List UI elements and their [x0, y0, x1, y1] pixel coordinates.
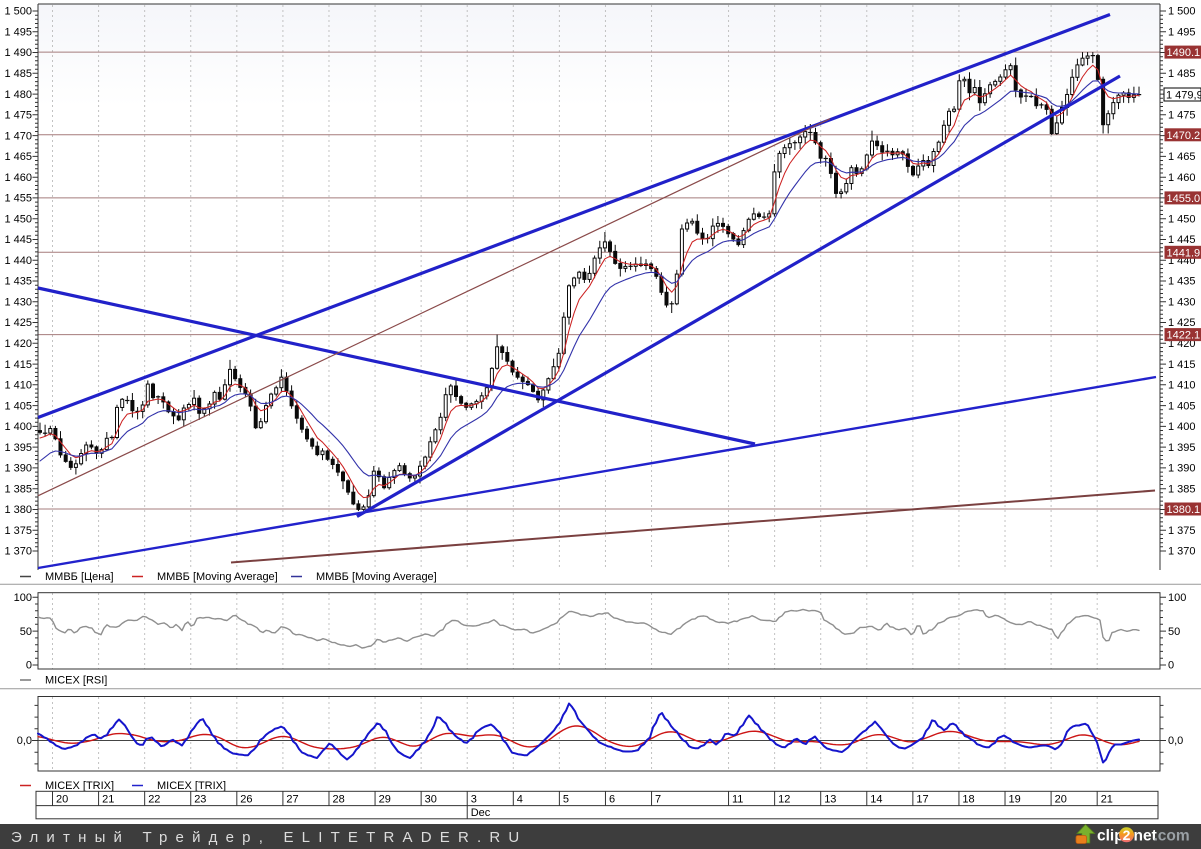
svg-text:22: 22	[148, 793, 160, 805]
svg-text:1 475: 1 475	[1168, 110, 1196, 122]
svg-text:1 420: 1 420	[4, 338, 32, 350]
svg-text:ММВБ [Moving Average]: ММВБ [Moving Average]	[316, 571, 437, 583]
svg-text:1 405: 1 405	[4, 400, 32, 412]
svg-text:1 370: 1 370	[1168, 546, 1196, 558]
svg-text:1470.2: 1470.2	[1167, 130, 1201, 142]
svg-text:ММВБ [Moving Average]: ММВБ [Moving Average]	[157, 571, 278, 583]
svg-text:29: 29	[379, 793, 391, 805]
svg-text:1 435: 1 435	[4, 276, 32, 288]
svg-text:4: 4	[517, 793, 523, 805]
svg-text:MICEX [TRIX]: MICEX [TRIX]	[45, 780, 114, 792]
svg-text:1 395: 1 395	[4, 442, 32, 454]
svg-text:1 410: 1 410	[4, 380, 32, 392]
svg-text:1 375: 1 375	[1168, 525, 1196, 537]
svg-text:ММВБ [Цена]: ММВБ [Цена]	[45, 571, 114, 583]
svg-text:1455.0: 1455.0	[1167, 193, 1201, 205]
svg-text:3: 3	[471, 793, 477, 805]
svg-text:1 450: 1 450	[4, 213, 32, 225]
svg-text:1 480: 1 480	[4, 89, 32, 101]
svg-text:.com: .com	[1154, 828, 1190, 845]
svg-text:clip: clip	[1097, 828, 1124, 845]
svg-text:1 400: 1 400	[4, 421, 32, 433]
svg-text:14: 14	[870, 793, 882, 805]
svg-text:28: 28	[333, 793, 345, 805]
svg-text:50: 50	[20, 626, 32, 638]
svg-text:1 485: 1 485	[1168, 68, 1196, 80]
svg-text:1 435: 1 435	[1168, 276, 1196, 288]
svg-text:0,0: 0,0	[17, 735, 32, 747]
svg-text:2: 2	[1123, 827, 1131, 843]
svg-text:1490.1: 1490.1	[1167, 47, 1201, 59]
svg-text:1 390: 1 390	[4, 463, 32, 475]
svg-text:20: 20	[56, 793, 68, 805]
svg-text:1 400: 1 400	[1168, 421, 1196, 433]
svg-text:1 445: 1 445	[4, 234, 32, 246]
svg-text:1 465: 1 465	[1168, 151, 1196, 163]
svg-text:net: net	[1134, 828, 1157, 845]
svg-text:1 410: 1 410	[1168, 380, 1196, 392]
svg-text:MICEX [TRIX]: MICEX [TRIX]	[157, 780, 226, 792]
svg-text:21: 21	[102, 793, 114, 805]
svg-text:1 405: 1 405	[1168, 400, 1196, 412]
svg-text:1 390: 1 390	[1168, 463, 1196, 475]
svg-text:1 500: 1 500	[4, 6, 32, 18]
svg-text:0: 0	[1168, 660, 1174, 672]
svg-text:26: 26	[240, 793, 252, 805]
svg-text:13: 13	[824, 793, 836, 805]
svg-text:5: 5	[563, 793, 569, 805]
svg-text:1 445: 1 445	[1168, 234, 1196, 246]
svg-text:1 430: 1 430	[4, 297, 32, 309]
svg-text:1441.9: 1441.9	[1167, 247, 1201, 259]
svg-text:1 385: 1 385	[4, 483, 32, 495]
svg-text:7: 7	[655, 793, 661, 805]
svg-text:1 470: 1 470	[4, 130, 32, 142]
svg-text:1 370: 1 370	[4, 546, 32, 558]
svg-text:20: 20	[1055, 793, 1067, 805]
svg-text:18: 18	[962, 793, 974, 805]
svg-text:0,0: 0,0	[1168, 735, 1183, 747]
svg-text:1 460: 1 460	[4, 172, 32, 184]
svg-text:6: 6	[609, 793, 615, 805]
svg-text:1 385: 1 385	[1168, 483, 1196, 495]
svg-text:1422.1: 1422.1	[1167, 330, 1201, 342]
svg-text:1 490: 1 490	[4, 47, 32, 59]
svg-text:1 495: 1 495	[1168, 27, 1196, 39]
svg-text:1 440: 1 440	[4, 255, 32, 267]
svg-text:27: 27	[286, 793, 298, 805]
svg-text:1 425: 1 425	[4, 317, 32, 329]
svg-text:1380.1: 1380.1	[1167, 504, 1201, 516]
svg-text:1 460: 1 460	[1168, 172, 1196, 184]
svg-text:1 495: 1 495	[4, 27, 32, 39]
svg-text:1 455: 1 455	[4, 193, 32, 205]
svg-text:1 485: 1 485	[4, 68, 32, 80]
svg-text:21: 21	[1101, 793, 1113, 805]
svg-text:Элитный Трейдер, ELITETRADER.R: Элитный Трейдер, ELITETRADER.RU	[11, 829, 527, 846]
svg-text:1 430: 1 430	[1168, 297, 1196, 309]
svg-text:17: 17	[916, 793, 928, 805]
svg-text:100: 100	[1168, 592, 1186, 604]
svg-text:1 415: 1 415	[1168, 359, 1196, 371]
svg-text:1 479,9: 1 479,9	[1166, 90, 1201, 102]
svg-text:1 425: 1 425	[1168, 317, 1196, 329]
svg-text:11: 11	[732, 793, 743, 805]
svg-text:30: 30	[425, 793, 437, 805]
svg-text:MICEX [RSI]: MICEX [RSI]	[45, 675, 107, 687]
svg-text:12: 12	[778, 793, 790, 805]
svg-text:1 450: 1 450	[1168, 213, 1196, 225]
svg-text:50: 50	[1168, 626, 1180, 638]
svg-text:Dec: Dec	[471, 807, 491, 819]
svg-text:1 465: 1 465	[4, 151, 32, 163]
svg-text:1 415: 1 415	[4, 359, 32, 371]
svg-text:1 380: 1 380	[4, 504, 32, 516]
svg-text:1 475: 1 475	[4, 110, 32, 122]
svg-text:0: 0	[26, 660, 32, 672]
svg-text:19: 19	[1009, 793, 1021, 805]
svg-text:23: 23	[194, 793, 206, 805]
svg-text:1 395: 1 395	[1168, 442, 1196, 454]
svg-text:100: 100	[14, 592, 32, 604]
svg-text:1 500: 1 500	[1168, 6, 1196, 18]
svg-text:1 375: 1 375	[4, 525, 32, 537]
